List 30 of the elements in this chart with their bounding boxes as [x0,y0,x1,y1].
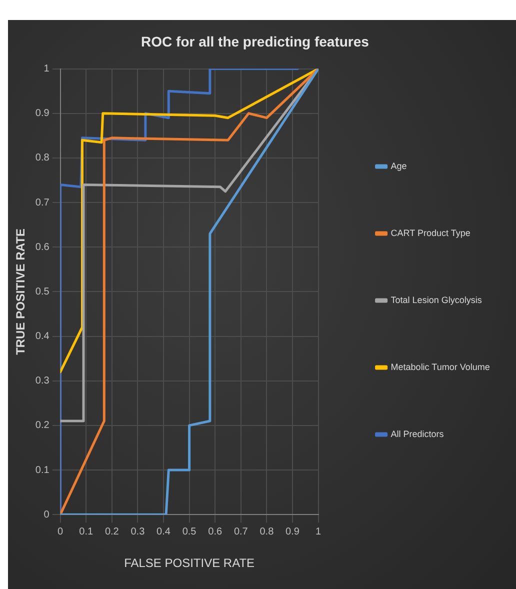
x-tick-label: 0 [58,526,64,538]
y-tick-label: 0.8 [35,152,50,164]
x-tick-label: 0.7 [234,526,248,538]
y-tick-label: 0.3 [35,376,50,387]
x-tick-label: 0.6 [208,526,222,538]
x-tick-label: 0.9 [286,526,300,538]
legend-label: Metabolic Tumor Volume [390,362,490,372]
x-tick-label: 0.5 [182,526,197,538]
x-tick-label: 0.4 [156,526,171,538]
y-tick-label: 1 [44,64,50,75]
y-tick-label: 0.5 [35,286,50,298]
x-tick-label: 0.1 [79,526,94,538]
y-tick-label: 0.7 [35,197,50,208]
x-tick-label: 0.3 [130,526,146,538]
y-tick-label: 0.6 [35,242,50,253]
legend-label: All Predictors [390,428,444,439]
y-tick-label: 0 [44,509,50,520]
y-tick-label: 0.9 [35,108,50,120]
y-tick-label: 0.2 [35,420,50,432]
y-tick-label: 0.4 [35,331,50,342]
legend-label: Total Lesion Glycolysis [390,294,482,305]
x-tick-label: 1 [316,526,322,538]
y-axis-title: TRUE POSITIVE RATE [14,228,28,355]
legend-label: Age [390,160,407,171]
legend-label: CART Product Type [390,228,470,238]
chart-title: ROC for all the predicting features [141,33,370,50]
x-axis-title: FALSE POSITIVE RATE [124,556,255,570]
x-tick-label: 0.2 [104,526,120,538]
y-tick-label: 0.1 [35,464,50,476]
x-tick-label: 0.8 [260,526,274,538]
